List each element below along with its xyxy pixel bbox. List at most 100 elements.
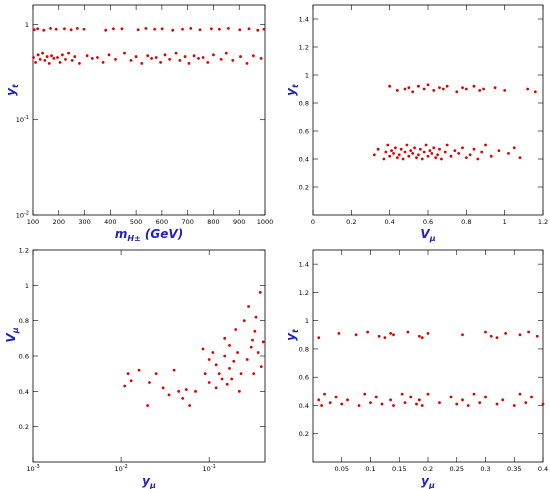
point <box>420 404 424 407</box>
point <box>160 27 164 31</box>
tick-label: 0.3 <box>480 465 490 473</box>
point <box>258 291 262 294</box>
point <box>49 26 52 30</box>
point <box>386 143 390 147</box>
tick-label: 1.4 <box>299 261 309 269</box>
tick-label: 0.6 <box>299 374 309 382</box>
point <box>392 152 395 155</box>
point <box>449 395 453 399</box>
y-label-sub: t <box>11 83 20 88</box>
point <box>58 60 62 64</box>
point <box>38 57 42 61</box>
point <box>524 401 528 405</box>
point <box>399 147 403 151</box>
point <box>535 334 539 338</box>
tick-label: 10-3 <box>26 464 39 473</box>
point <box>383 336 387 340</box>
point <box>489 154 493 158</box>
y-axis-label: yt <box>4 83 20 96</box>
point <box>337 331 341 335</box>
point <box>123 384 127 388</box>
tick-label: 500 <box>130 218 142 226</box>
point <box>217 27 221 31</box>
point <box>389 331 393 335</box>
point <box>194 389 197 393</box>
point <box>129 58 133 62</box>
tick-label: 800 <box>207 218 219 226</box>
point <box>63 27 66 31</box>
tick-label: 10-1 <box>203 464 216 473</box>
point <box>346 398 349 402</box>
point <box>192 54 196 58</box>
tick-label: 100 <box>27 218 39 226</box>
point <box>377 334 381 338</box>
tick-label: 10-2 <box>114 464 127 473</box>
x-axis-label: mH± (GeV) <box>115 227 183 243</box>
point <box>482 87 485 91</box>
point <box>52 57 56 60</box>
point <box>449 154 453 158</box>
tick-exp: -3 <box>35 464 40 470</box>
point <box>172 368 176 372</box>
point <box>418 147 422 151</box>
tick-label: 0.2 <box>299 430 309 438</box>
point <box>503 89 507 92</box>
point <box>426 154 430 158</box>
point <box>405 143 409 147</box>
tick-label: 0.05 <box>335 465 349 473</box>
point <box>178 58 182 62</box>
point <box>420 157 424 161</box>
tick-label: 0.4 <box>538 465 548 473</box>
point <box>129 379 133 383</box>
point <box>397 153 401 157</box>
point <box>464 87 468 91</box>
point <box>472 147 476 151</box>
point <box>380 402 384 406</box>
point <box>466 404 470 407</box>
point <box>181 397 185 400</box>
tick-label: 600 <box>156 218 168 226</box>
point <box>85 54 89 58</box>
point <box>415 156 418 160</box>
point <box>140 62 144 65</box>
point <box>432 146 436 150</box>
point <box>395 89 399 92</box>
point <box>177 389 181 393</box>
tick-label: 1.2 <box>19 247 29 255</box>
point <box>163 53 167 57</box>
point <box>541 402 545 406</box>
point <box>334 395 338 399</box>
tick-label: 1 <box>503 218 507 226</box>
point <box>41 51 44 55</box>
tick-label: 0.2 <box>423 465 433 473</box>
tick-base: 10 <box>203 465 211 473</box>
tick-label: 0.6 <box>299 128 309 136</box>
point <box>468 153 472 157</box>
point <box>403 150 407 154</box>
point <box>441 87 445 91</box>
point <box>369 401 372 405</box>
point <box>497 149 501 153</box>
point <box>504 331 508 335</box>
y-axis-label: Vμ <box>4 327 20 342</box>
point <box>234 328 238 331</box>
x-label-main: m <box>115 227 128 241</box>
point <box>495 336 499 340</box>
point <box>207 381 211 384</box>
point <box>417 84 420 88</box>
point <box>461 398 464 402</box>
point <box>146 54 150 58</box>
tick-label: 200 <box>53 218 65 226</box>
point <box>401 157 405 161</box>
point <box>67 51 70 55</box>
point <box>392 404 395 407</box>
tick-label: 300 <box>78 218 90 226</box>
point <box>445 84 449 88</box>
tick-label: 1 <box>305 72 309 80</box>
point <box>168 57 172 61</box>
point <box>249 345 253 349</box>
x-label-sub: H± <box>127 234 140 243</box>
x-label-sub: μ <box>149 481 156 489</box>
